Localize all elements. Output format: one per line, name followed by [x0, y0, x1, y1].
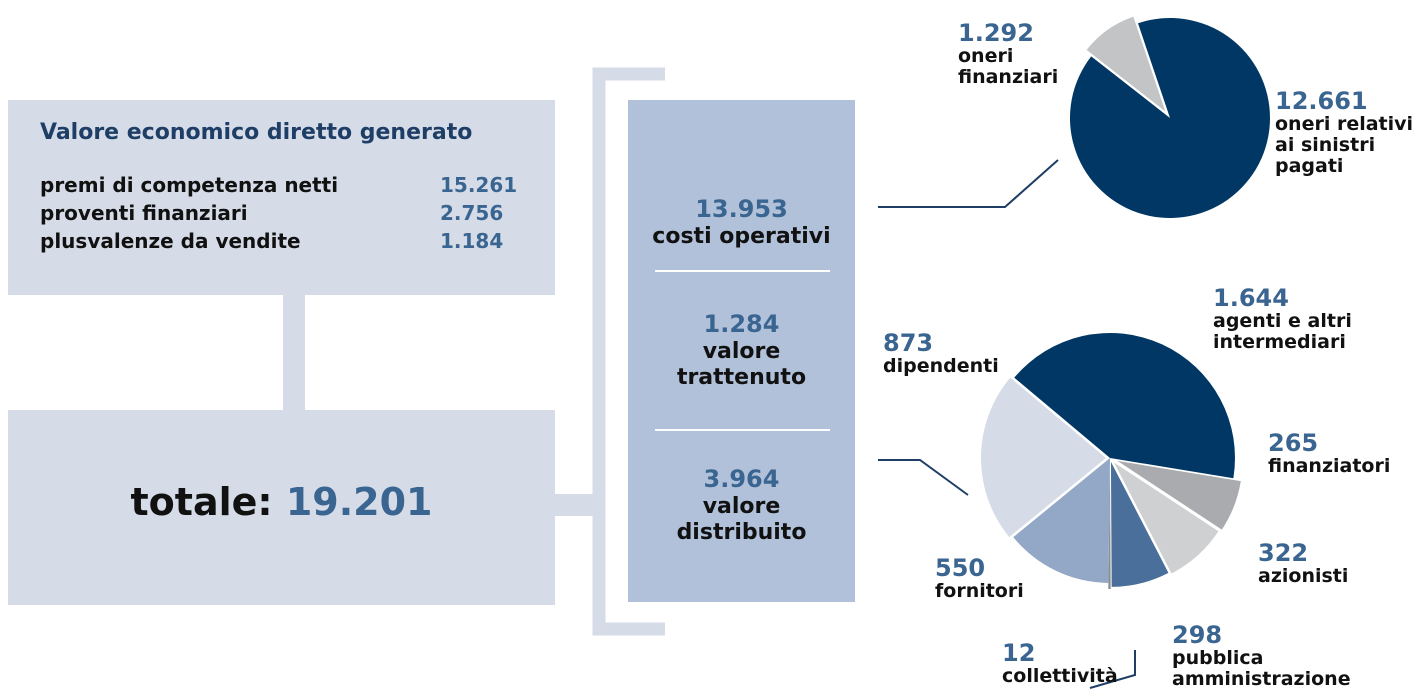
slice-label: 873 dipendenti	[883, 330, 1023, 377]
pie-slice	[1070, 18, 1271, 219]
pies	[981, 16, 1271, 589]
slice-value: 265	[1268, 429, 1319, 457]
breakdown-label: valore distribuito	[676, 493, 807, 546]
pie-slice	[1086, 16, 1166, 112]
pie-slice	[1117, 460, 1241, 530]
slice-name: finanziatori	[1268, 455, 1391, 478]
slice-label: 550 fornitori	[935, 555, 1055, 602]
connector	[283, 295, 305, 410]
slice-value: 1.292	[958, 19, 1034, 47]
item-label: proventi finanziari	[40, 201, 248, 225]
breakdown-label: costi operativi	[652, 223, 831, 249]
leader-line	[1089, 650, 1136, 689]
item-value: 1.184	[440, 229, 504, 253]
total-value: 19.201	[285, 480, 433, 524]
breakdown-value: 13.953	[695, 195, 788, 223]
slice-label: 12 collettività	[1002, 640, 1132, 687]
slice-name: oneri relativi ai sinistri pagati	[1275, 113, 1414, 178]
pie-slice	[1114, 462, 1219, 574]
leader-line	[878, 159, 1059, 208]
item-value: 2.756	[440, 201, 504, 225]
generated-title: Valore economico diretto generato	[40, 120, 473, 145]
slice-value: 873	[883, 329, 934, 357]
connector	[555, 494, 600, 516]
slice-name: fornitori	[935, 580, 1024, 603]
slice-name: dipendenti	[883, 355, 999, 378]
pie-slice	[1110, 461, 1169, 587]
slice-label: 322 azionisti	[1258, 540, 1378, 587]
slice-value: 12.661	[1275, 87, 1368, 115]
pie-slice	[1014, 333, 1235, 479]
breakdown-item: 13.953 costi operativi	[628, 195, 855, 250]
total: totale: 19.201	[8, 480, 555, 524]
breakdown-label: valore trattenuto	[676, 338, 807, 391]
slice-label: 1.292 oneri finanziari	[958, 20, 1068, 88]
pie-slice	[981, 377, 1107, 538]
breakdown-box	[628, 100, 855, 602]
bracket	[592, 67, 665, 636]
slice-name: oneri finanziari	[958, 45, 1059, 89]
slice-value: 322	[1258, 539, 1309, 567]
slice-name: collettività	[1002, 665, 1118, 688]
pie-slice	[1108, 463, 1111, 589]
slice-value: 550	[935, 554, 986, 582]
breakdown-value: 1.284	[703, 310, 780, 338]
item-label: plusvalenze da vendite	[40, 229, 301, 253]
slice-value: 1.644	[1213, 284, 1289, 312]
slice-value: 12	[1002, 639, 1036, 667]
breakdown-item: 3.964 valore distribuito	[628, 465, 855, 547]
generated-box	[8, 100, 555, 295]
slice-label: 1.644 agenti e altri intermediari	[1213, 285, 1393, 353]
slice-label: 298 pubblica amministrazione	[1172, 622, 1352, 690]
breakdown-value: 3.964	[703, 465, 780, 493]
slice-label: 12.661 oneri relativi ai sinistri pagati	[1275, 88, 1422, 177]
pie-slice	[1013, 458, 1110, 583]
leader-line	[878, 459, 969, 496]
item-value: 15.261	[440, 173, 518, 197]
total-box	[8, 410, 555, 605]
slice-name: agenti e altri intermediari	[1213, 310, 1352, 354]
slice-label: 265 finanziatori	[1268, 430, 1408, 477]
slice-name: pubblica amministrazione	[1172, 647, 1351, 691]
slice-name: azionisti	[1258, 565, 1349, 588]
total-label: totale:	[130, 480, 273, 524]
breakdown-item: 1.284 valore trattenuto	[628, 310, 855, 392]
item-label: premi di competenza netti	[40, 173, 339, 197]
slice-value: 298	[1172, 621, 1223, 649]
